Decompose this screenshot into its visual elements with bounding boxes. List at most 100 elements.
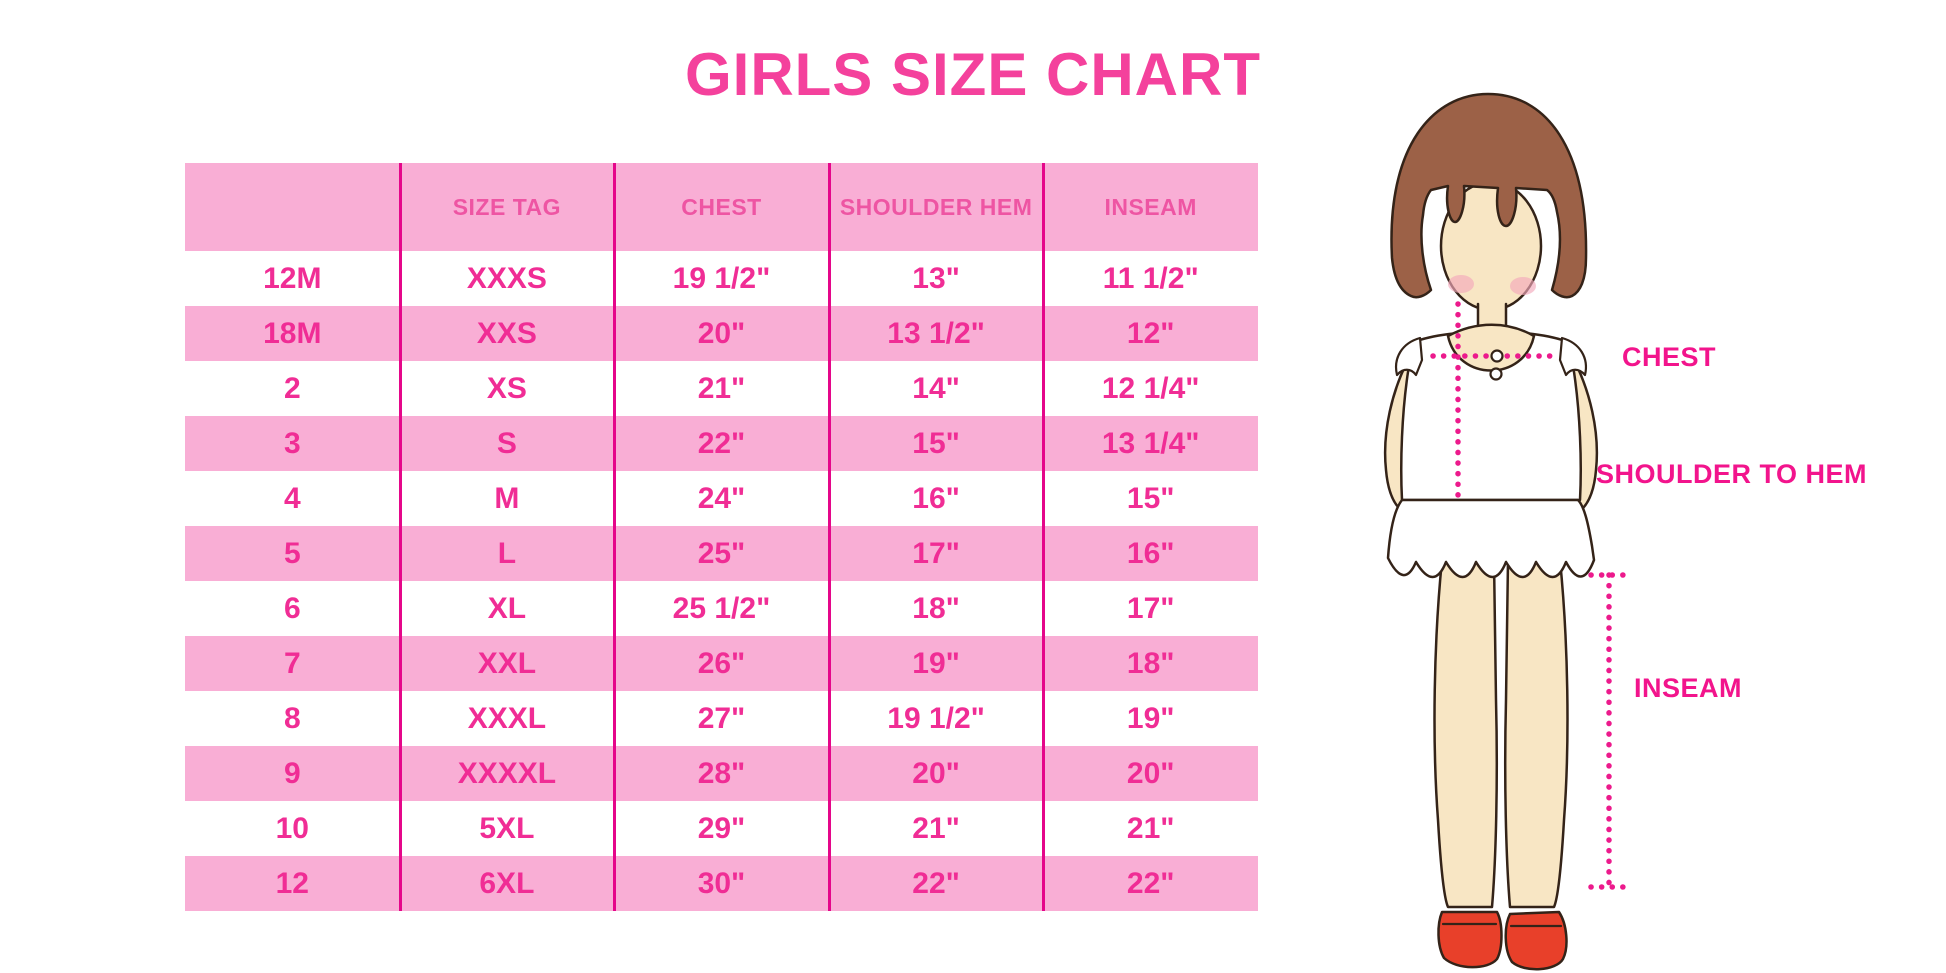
table-cell: 19" [912,646,960,680]
table-cell: XXS [476,316,537,350]
table-row: 7 XXL 26" 19" 18" [185,636,1258,691]
row-size-label: 9 [283,756,301,790]
table-cell: 19 1/2" [887,701,985,735]
table-cell: 29" [697,811,746,845]
table-cell: 28" [697,756,746,790]
button-top [1490,349,1504,363]
row-size-label: 3 [283,426,301,460]
table-row: 18M XXS 20" 13 1/2" 12" [185,306,1258,361]
table-row: 4 M 24" 16" 15" [185,471,1258,526]
table-cell: 17" [912,536,960,570]
table-cell: 25 1/2" [672,591,771,625]
table-cell: S [496,426,517,460]
chest-annotation-label: CHEST [1622,342,1717,372]
table-cell: XXL [477,646,537,680]
row-size-label: 18M [263,316,322,350]
shoe-right [1504,910,1568,971]
table-row: 6 XL 25 1/2" 18" 17" [185,581,1258,636]
column-divider [613,163,617,911]
row-size-label: 2 [283,371,301,405]
shoulder-to-hem-annotation-label: SHOULDER TO HEM [1596,459,1868,489]
table-row: 12 6XL 30" 22" 22" [185,856,1258,911]
table-cell: 13 1/2" [887,316,985,350]
table-cell: 12" [1126,316,1175,350]
hair [1390,92,1588,299]
neckline [1446,323,1536,372]
row-size-label: 5 [283,536,301,570]
table-row: 8 XXXL 27" 19 1/2" 19" [185,691,1258,746]
table-cell: 25" [697,536,746,570]
size-table: SIZE TAG CHEST SHOULDER HEM INSEAM 12M XX… [185,163,1258,911]
table-cell: 20" [1126,756,1175,790]
table-cell: 22" [697,426,746,460]
table-cell: XXXXL [457,756,557,790]
table-cell: 19 1/2" [672,261,771,295]
table-body: 12M XXXS 19 1/2" 13" 11 1/2" 18M XXS 20" 13 1/2"… [185,251,1258,911]
table-row: 10 5XL 29" 21" 21" [185,801,1258,856]
header-cell-blank [185,163,400,251]
table-cell: 27" [697,701,746,735]
table-cell: 26" [697,646,746,680]
row-size-label: 8 [283,701,301,735]
column-divider [398,163,402,911]
table-row: 12M XXXS 19 1/2" 13" 11 1/2" [185,251,1258,306]
table-cell: 30" [697,866,746,900]
header-cell-size-tag: SIZE TAG [452,193,562,220]
blush-right [1510,277,1536,295]
table-cell: 15" [1126,481,1175,515]
skirt-ruffle [1386,498,1596,579]
row-size-label: 12 [275,866,309,900]
header-cell-chest: CHEST [681,193,762,220]
column-divider [827,163,831,911]
table-cell: 11 1/2" [1102,261,1199,295]
table-cell: 16" [912,481,960,515]
blush-left [1448,275,1474,293]
table-cell: 18" [912,591,960,625]
girl-measurement-illustration [1383,92,1626,971]
table-cell: L [497,536,517,570]
leg-right [1503,558,1569,909]
table-row: 9 XXXXL 28" 20" 20" [185,746,1258,801]
shoulder-ruffle-right [1558,336,1587,377]
table-cell: 24" [697,481,746,515]
table-cell: 15" [912,426,960,460]
table-cell: 21" [697,371,746,405]
table-cell: XXXL [467,701,547,735]
table-cell: 16" [1126,536,1175,570]
table-cell: 13" [912,261,960,295]
table-cell: M [494,481,520,515]
table-cell: 20" [697,316,746,350]
table-cell: 6XL [479,866,535,900]
table-cell: 20" [912,756,960,790]
table-row: 5 L 25" 17" 16" [185,526,1258,581]
table-cell: 12 1/4" [1101,371,1200,405]
shoulder-ruffle-left [1395,336,1424,377]
table-cell: XXXS [466,261,547,295]
table-cell: 13 1/4" [1101,426,1200,460]
table-cell: 18" [1126,646,1175,680]
column-divider [1042,163,1046,911]
header-cell-inseam: INSEAM [1104,193,1197,220]
table-cell: 21" [1126,811,1175,845]
shoe-left [1437,910,1503,969]
table-cell: XL [487,591,527,625]
inseam-annotation-label: INSEAM [1634,673,1743,703]
table-cell: 14" [912,371,960,405]
table-row: 3 S 22" 15" 13 1/4" [185,416,1258,471]
table-cell: 22" [912,866,960,900]
row-size-label: 10 [275,811,309,845]
table-cell: 22" [1126,866,1175,900]
table-cell: 17" [1126,591,1175,625]
table-row: 2 XS 21" 14" 12 1/4" [185,361,1258,416]
button-bottom [1489,367,1503,381]
row-size-label: 6 [283,591,301,625]
row-size-label: 4 [283,481,301,515]
page-title: GIRLS SIZE CHART [684,41,1261,108]
row-size-label: 12M [263,261,322,295]
leg-left [1433,558,1499,909]
header-cell-shoulder-hem: SHOULDER HEM [839,193,1033,220]
table-header-row: SIZE TAG CHEST SHOULDER HEM INSEAM [185,163,1258,251]
table-cell: 19" [1126,701,1175,735]
table-cell: 21" [912,811,960,845]
